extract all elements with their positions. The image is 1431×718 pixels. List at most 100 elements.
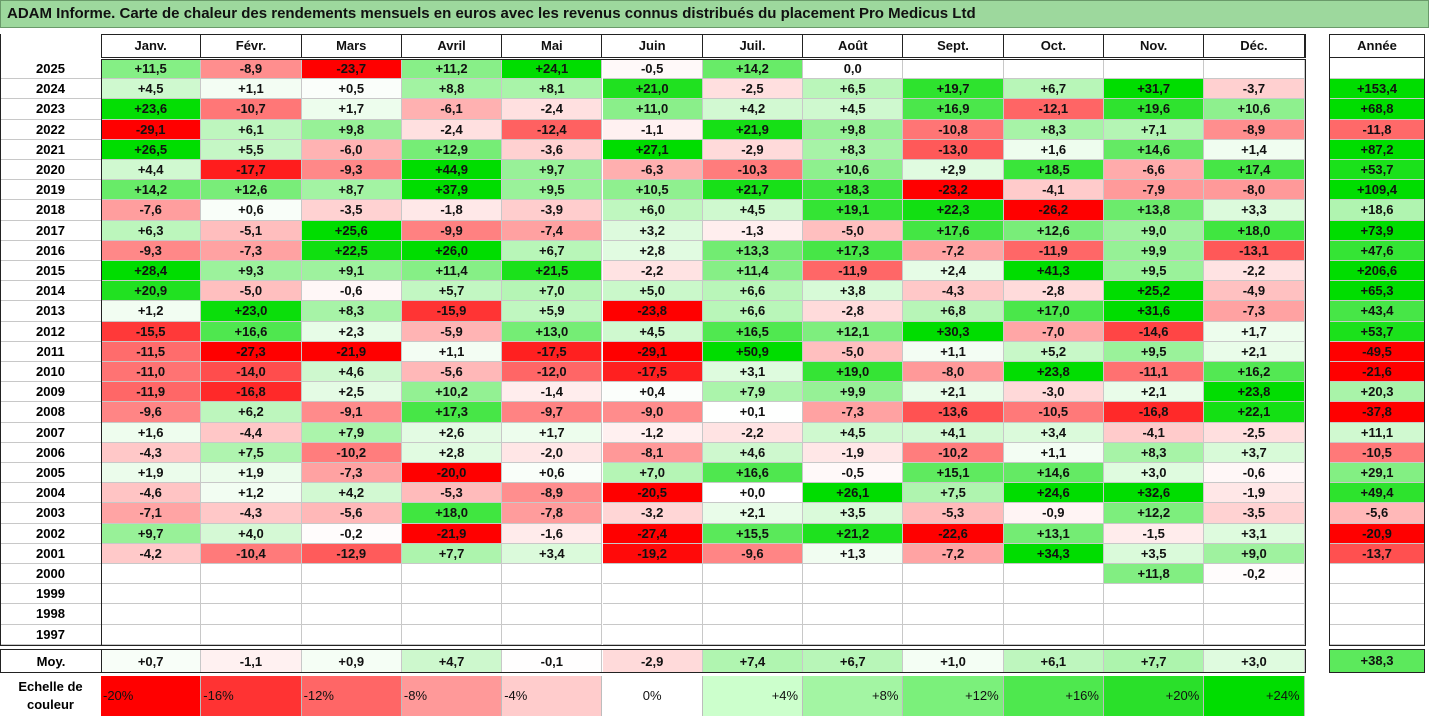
heatmap-cell: +1,9	[101, 463, 202, 484]
heatmap-cell: -7,1	[101, 503, 202, 524]
heatmap-cell: +1,6	[1003, 139, 1104, 160]
heatmap-cell: +9,0	[1104, 220, 1205, 241]
heatmap-cell: -17,5	[502, 341, 603, 362]
legend-swatch: +8%	[803, 676, 904, 716]
heatmap-cell: -5,0	[803, 341, 904, 362]
heatmap-cell: +6,7	[502, 240, 603, 261]
heatmap-cell: -7,9	[1104, 180, 1205, 201]
heatmap-cell: +8,3	[1003, 119, 1104, 140]
heatmap-cell: +31,6	[1104, 301, 1205, 322]
average-cell: +7,7	[1104, 648, 1205, 673]
heatmap-cell: +19,1	[803, 200, 904, 221]
heatmap-cell: +1,1	[1003, 442, 1104, 463]
heatmap-cell: +16,9	[903, 99, 1004, 120]
annual-cell: +206,6	[1329, 261, 1425, 282]
annual-cell: -21,6	[1329, 362, 1425, 383]
heatmap-cell: +12,9	[401, 139, 503, 160]
heatmap-cell: -3,5	[301, 200, 402, 221]
heatmap-cell: -7,4	[502, 220, 603, 241]
heatmap-cell: -7,2	[903, 240, 1004, 261]
legend-swatch: +12%	[903, 676, 1004, 716]
heatmap-cell: +26,0	[401, 240, 503, 261]
heatmap-cell: +21,9	[702, 119, 804, 140]
annual-cell: +65,3	[1329, 281, 1425, 302]
heatmap-cell: -4,6	[101, 483, 202, 504]
heatmap-cell: -17,5	[602, 362, 703, 383]
heatmap-cell: -1,9	[803, 442, 904, 463]
heatmap-cell: -14,6	[1104, 321, 1205, 342]
heatmap-cell: +6,5	[803, 79, 904, 100]
heatmap-cell: -16,8	[1104, 402, 1205, 423]
heatmap-cell: -1,3	[702, 220, 804, 241]
heatmap-cell: +2,3	[301, 321, 402, 342]
year-label: 2000	[0, 564, 101, 585]
heatmap-cell: +16,6	[702, 463, 804, 484]
month-header: Nov.	[1104, 34, 1205, 58]
heatmap-cell: +9,5	[1104, 261, 1205, 282]
heatmap-cell: +11,8	[1104, 564, 1205, 585]
heatmap-cell	[201, 564, 302, 585]
heatmap-cell: -0,6	[301, 281, 402, 302]
heatmap-cell: +11,4	[702, 261, 804, 282]
heatmap-cell	[502, 584, 603, 605]
year-label: 2014	[0, 281, 101, 302]
heatmap-cell: +12,2	[1104, 503, 1205, 524]
heatmap-cell: +3,1	[702, 362, 804, 383]
month-header: Oct.	[1003, 34, 1104, 58]
heatmap-cell	[301, 584, 402, 605]
year-label: 2002	[0, 524, 101, 544]
heatmap-cell: +18,3	[803, 180, 904, 201]
heatmap-cell: -1,8	[401, 200, 503, 221]
heatmap-cell: -4,9	[1204, 281, 1305, 302]
heatmap-cell	[903, 624, 1004, 645]
heatmap-cell: -2,5	[702, 79, 804, 100]
heatmap-cell: +3,5	[1104, 543, 1205, 564]
heatmap-cell: -29,1	[602, 341, 703, 362]
heatmap-cell: +11,4	[401, 261, 503, 282]
heatmap-cell: +2,6	[401, 422, 503, 443]
heatmap-cell: -2,2	[702, 422, 804, 443]
heatmap-cell: +4,6	[301, 362, 402, 383]
heatmap-cell: +19,7	[903, 79, 1004, 100]
year-label: 2016	[0, 241, 101, 261]
heatmap-cell: -12,9	[301, 543, 402, 564]
heatmap-cell: -7,6	[101, 200, 202, 221]
heatmap-cell: +3,1	[1204, 523, 1305, 544]
heatmap-cell: -0,5	[602, 59, 703, 80]
heatmap-cell: -27,3	[201, 341, 302, 362]
heatmap-cell: +1,2	[201, 483, 302, 504]
heatmap-cell: -6,1	[401, 99, 503, 120]
heatmap-cell: -5,0	[201, 281, 302, 302]
heatmap-cell: -1,2	[602, 422, 703, 443]
heatmap-cell	[401, 584, 503, 605]
heatmap-cell: +10,6	[1204, 99, 1305, 120]
month-header: Août	[803, 34, 904, 58]
year-label: 2021	[0, 140, 101, 160]
heatmap-cell: +1,3	[803, 543, 904, 564]
heatmap-cell: +11,2	[401, 59, 503, 80]
heatmap-cell: +26,1	[803, 483, 904, 504]
heatmap-cell: +24,6	[1003, 483, 1104, 504]
heatmap-cell: +3,4	[502, 543, 603, 564]
month-header: Déc.	[1204, 34, 1305, 58]
heatmap-cell: +0,0	[702, 483, 804, 504]
heatmap-cell: -7,3	[201, 240, 302, 261]
heatmap-cell: -3,9	[502, 200, 603, 221]
heatmap-cell: -10,8	[903, 119, 1004, 140]
heatmap-cell: +2,1	[1104, 382, 1205, 403]
heatmap-cell: +26,5	[101, 139, 202, 160]
annual-cell: +53,7	[1329, 321, 1425, 342]
heatmap-cell: -13,1	[1204, 240, 1305, 261]
heatmap-cell: +6,7	[1003, 79, 1104, 100]
annual-cell: -13,7	[1329, 543, 1425, 564]
month-header: Mars	[301, 34, 402, 58]
heatmap-cell: +16,2	[1204, 362, 1305, 383]
heatmap-cell: -11,9	[803, 261, 904, 282]
heatmap-cell: +4,2	[702, 99, 804, 120]
heatmap-cell: +25,6	[301, 220, 402, 241]
heatmap-cell: +11,5	[101, 59, 202, 80]
heatmap-cell: +4,6	[702, 442, 804, 463]
month-header: Avril	[401, 34, 503, 58]
heatmap-cell: +3,4	[1003, 422, 1104, 443]
heatmap-cell: +17,3	[401, 402, 503, 423]
